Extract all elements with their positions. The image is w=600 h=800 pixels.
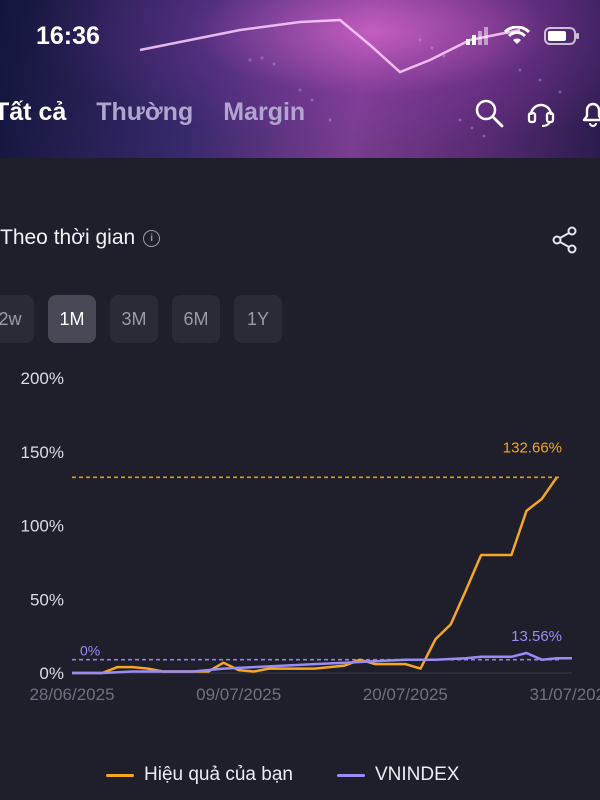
period-selector: 2w 1M 3M 6M 1Y (0, 295, 282, 343)
tab-regular[interactable]: Thường (96, 98, 194, 126)
period-1m[interactable]: 1M (48, 295, 96, 343)
section-title-text: Theo thời gian (0, 226, 136, 249)
legend-item-vnindex[interactable]: VNINDEX (336, 764, 460, 786)
header-actions (474, 98, 600, 128)
series-end-label: 13.56% (511, 628, 562, 645)
x-tick-label: 20/07/2025 (363, 685, 448, 704)
y-tick-label: 100% (21, 517, 64, 536)
world-map-background (139, 18, 562, 138)
reference-line-label: 0% (80, 643, 100, 659)
share-icon[interactable] (552, 226, 578, 254)
tab-all[interactable]: Tất cả (0, 98, 67, 126)
y-tick-label: 150% (21, 443, 64, 462)
legend-item-portfolio[interactable]: Hiệu quả của bạn (106, 764, 293, 786)
status-icons (466, 26, 580, 46)
legend-label-portfolio: Hiệu quả của bạn (144, 764, 293, 785)
x-tick-label: 09/07/2025 (196, 685, 281, 704)
tab-margin[interactable]: Margin (223, 98, 306, 126)
support-headset-icon[interactable] (526, 98, 556, 128)
series-end-label: 132.66% (503, 439, 562, 456)
info-icon[interactable]: i (143, 229, 161, 247)
x-tick-label: 28/06/2025 (29, 685, 114, 704)
performance-chart: 0% 50% 100% 150% 200% 28/06/2025 09/07/2025 20/… (21, 369, 600, 704)
battery-icon (544, 27, 579, 45)
app-header: 16:36 Tất cả Thường Margin (0, 0, 600, 158)
y-tick-label: 50% (30, 590, 64, 609)
performance-section-title: Theo thời gian i (0, 226, 161, 250)
x-tick-label: 31/07/2025 (529, 685, 600, 704)
period-3m[interactable]: 3M (110, 295, 158, 343)
bell-icon[interactable] (578, 98, 600, 128)
period-2w[interactable]: 2w (0, 295, 34, 343)
account-type-tabs: Tất cả Thường Margin (0, 98, 305, 127)
chart-legend: Hiệu quả của bạn VNINDEX (106, 764, 459, 786)
status-time: 16:36 (36, 22, 100, 50)
series-line-portfolio (72, 476, 558, 675)
search-icon[interactable] (474, 98, 504, 128)
wifi-icon (504, 26, 530, 44)
y-tick-label: 0% (39, 664, 64, 683)
legend-swatch-vnindex (336, 773, 365, 777)
period-1y[interactable]: 1Y (234, 295, 282, 343)
legend-swatch-portfolio (106, 773, 134, 777)
legend-label-vnindex: VNINDEX (374, 764, 460, 785)
period-6m[interactable]: 6M (172, 295, 220, 343)
y-tick-label: 200% (21, 369, 64, 388)
signal-icon (466, 27, 488, 45)
series-line-vnindex (72, 651, 572, 675)
